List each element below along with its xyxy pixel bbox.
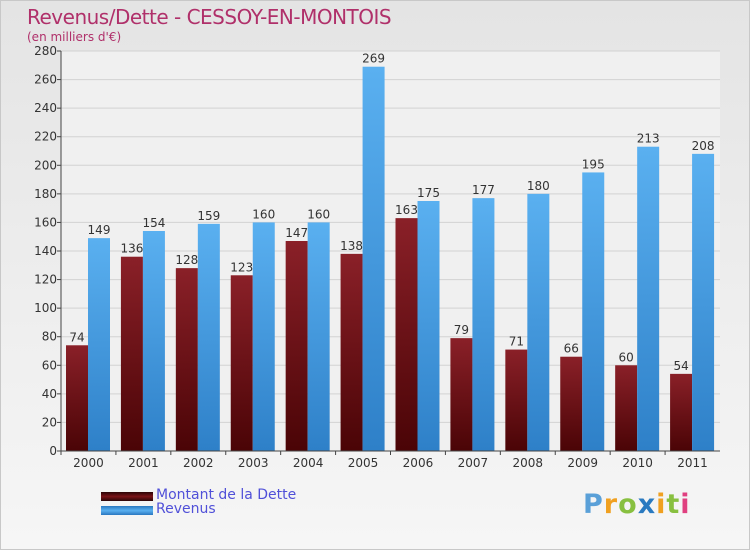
value-label: 213 xyxy=(637,132,660,146)
bar-revenus xyxy=(307,222,330,451)
bar-revenus xyxy=(88,238,110,451)
y-tick-label: 40 xyxy=(42,387,57,401)
bar-dette xyxy=(66,345,88,451)
value-label: 160 xyxy=(307,207,330,221)
value-label: 123 xyxy=(230,260,253,274)
value-label: 149 xyxy=(88,223,111,237)
value-label: 128 xyxy=(175,253,198,267)
bar-dette xyxy=(505,349,528,451)
bar-revenus xyxy=(692,153,715,451)
y-tick-label: 140 xyxy=(34,244,57,258)
value-label: 175 xyxy=(417,186,440,200)
value-label: 195 xyxy=(582,157,605,171)
logo-letter: o xyxy=(618,489,638,520)
logo-letter: i xyxy=(656,489,667,520)
value-label: 136 xyxy=(120,242,143,256)
bar-revenus xyxy=(197,223,220,451)
y-tick-label: 280 xyxy=(34,44,57,58)
value-label: 147 xyxy=(285,226,308,240)
bar-revenus xyxy=(582,172,605,451)
legend-swatch-revenus xyxy=(101,506,153,515)
y-tick-label: 100 xyxy=(34,301,57,315)
bar-revenus xyxy=(142,231,165,451)
bar-dette xyxy=(120,256,143,451)
legend-swatch-dette xyxy=(101,492,153,501)
value-label: 54 xyxy=(673,359,688,373)
y-tick-label: 180 xyxy=(34,187,57,201)
bar-dette xyxy=(615,365,638,451)
value-label: 74 xyxy=(69,330,84,344)
bar-revenus xyxy=(637,146,660,451)
x-tick-label: 2006 xyxy=(403,456,434,470)
x-tick-label: 2009 xyxy=(567,456,598,470)
x-tick-label: 2010 xyxy=(622,456,653,470)
y-tick-label: 260 xyxy=(34,73,57,87)
logo-letter: r xyxy=(603,489,619,520)
x-tick-label: 2004 xyxy=(293,456,324,470)
legend-label-revenus: Revenus xyxy=(156,501,216,517)
bar-revenus xyxy=(472,198,495,451)
value-label: 180 xyxy=(527,179,550,193)
y-tick-label: 160 xyxy=(34,215,57,229)
y-tick-label: 80 xyxy=(42,330,57,344)
bar-dette xyxy=(560,356,583,451)
value-label: 177 xyxy=(472,183,495,197)
logo-letter: x xyxy=(637,489,657,520)
bar-dette xyxy=(340,253,363,451)
bar-revenus xyxy=(527,193,550,451)
chart-subtitle: (en milliers d'€) xyxy=(27,30,122,44)
bar-revenus xyxy=(417,201,440,451)
y-tick-label: 240 xyxy=(34,101,57,115)
value-label: 138 xyxy=(340,239,363,253)
bar-dette xyxy=(450,338,473,451)
chart-title: Revenus/Dette - CESSOY-EN-MONTOIS xyxy=(27,5,392,29)
value-label: 66 xyxy=(564,342,579,356)
x-tick-label: 2007 xyxy=(458,456,489,470)
value-label: 159 xyxy=(197,209,220,223)
logo-letter: i xyxy=(680,489,691,520)
x-tick-label: 2011 xyxy=(677,456,708,470)
x-tick-label: 2002 xyxy=(183,456,214,470)
logo-letter: t xyxy=(666,489,681,520)
bar-dette xyxy=(395,218,418,451)
bar-dette xyxy=(230,275,253,451)
x-tick-label: 2001 xyxy=(128,456,159,470)
x-tick-label: 2005 xyxy=(348,456,379,470)
value-label: 163 xyxy=(395,203,418,217)
value-label: 269 xyxy=(362,52,385,66)
x-tick-label: 2003 xyxy=(238,456,269,470)
x-tick-label: 2000 xyxy=(73,456,104,470)
value-label: 154 xyxy=(142,216,165,230)
value-label: 160 xyxy=(252,207,275,221)
proxiti-logo: Proxiti xyxy=(583,489,691,520)
x-tick-label: 2008 xyxy=(513,456,544,470)
value-label: 79 xyxy=(454,323,469,337)
value-label: 208 xyxy=(692,139,715,153)
bar-dette xyxy=(670,373,693,451)
bar-revenus xyxy=(252,222,275,451)
y-tick-label: 0 xyxy=(49,444,57,458)
value-label: 60 xyxy=(619,350,634,364)
bar-dette xyxy=(175,268,198,451)
value-label: 71 xyxy=(509,335,524,349)
bar-revenus xyxy=(362,66,385,451)
y-tick-label: 60 xyxy=(42,358,57,372)
y-tick-label: 200 xyxy=(34,158,57,172)
y-tick-label: 20 xyxy=(42,415,57,429)
y-tick-label: 120 xyxy=(34,273,57,287)
bar-dette xyxy=(285,241,308,451)
y-tick-label: 220 xyxy=(34,130,57,144)
legend-label-dette: Montant de la Dette xyxy=(156,487,297,503)
logo-letter: P xyxy=(583,489,604,520)
